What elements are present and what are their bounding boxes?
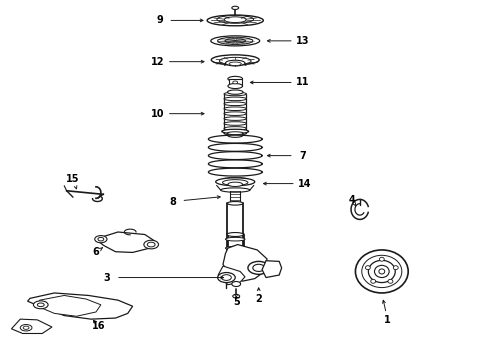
Ellipse shape [248,261,270,274]
Ellipse shape [220,188,250,192]
Ellipse shape [227,260,244,264]
Ellipse shape [232,282,241,287]
Ellipse shape [229,62,242,66]
Ellipse shape [207,15,263,26]
Text: 14: 14 [298,179,311,189]
Ellipse shape [217,15,253,23]
Text: 1: 1 [384,315,391,325]
Ellipse shape [374,265,389,278]
Ellipse shape [222,180,248,185]
Text: 5: 5 [233,297,240,307]
Ellipse shape [379,257,384,261]
Polygon shape [218,266,245,285]
Ellipse shape [233,81,238,84]
Polygon shape [223,244,267,281]
Text: 6: 6 [93,247,99,257]
Ellipse shape [225,60,245,66]
Polygon shape [262,261,282,278]
Ellipse shape [224,132,246,135]
Ellipse shape [37,303,44,307]
Ellipse shape [144,240,159,249]
Text: 11: 11 [296,77,309,87]
Ellipse shape [222,129,248,134]
Ellipse shape [232,6,239,9]
Text: 7: 7 [299,150,306,161]
Ellipse shape [224,127,246,130]
Ellipse shape [225,39,245,43]
Ellipse shape [224,112,246,116]
Ellipse shape [222,178,248,182]
Text: 2: 2 [255,294,262,304]
Ellipse shape [227,90,243,94]
Text: 8: 8 [169,197,176,207]
Ellipse shape [225,237,245,241]
Ellipse shape [224,97,246,101]
Ellipse shape [233,294,240,298]
Ellipse shape [224,117,246,120]
Ellipse shape [147,242,155,247]
Polygon shape [37,296,101,316]
Text: 10: 10 [151,109,165,119]
Ellipse shape [228,182,243,186]
Ellipse shape [218,37,253,44]
Polygon shape [229,79,242,86]
Ellipse shape [225,253,245,257]
Ellipse shape [362,255,402,288]
Ellipse shape [221,275,231,280]
Polygon shape [27,293,133,319]
Ellipse shape [388,279,393,283]
Ellipse shape [227,132,244,135]
Ellipse shape [225,246,245,250]
Ellipse shape [224,92,246,96]
Ellipse shape [393,266,398,270]
Text: 9: 9 [156,15,163,26]
Ellipse shape [368,260,395,283]
Ellipse shape [224,102,246,105]
Ellipse shape [227,133,243,137]
Ellipse shape [227,233,244,237]
Text: 12: 12 [151,57,165,67]
Ellipse shape [224,17,246,23]
Ellipse shape [253,264,265,271]
Text: 13: 13 [296,36,309,46]
Ellipse shape [95,235,107,243]
Ellipse shape [224,122,246,125]
Ellipse shape [33,301,48,309]
Polygon shape [11,319,52,333]
Text: 4: 4 [349,195,356,205]
Ellipse shape [20,324,32,331]
Polygon shape [98,232,155,252]
Ellipse shape [220,57,251,64]
Ellipse shape [23,326,29,329]
Ellipse shape [227,202,243,205]
Ellipse shape [224,107,246,111]
Text: 3: 3 [104,273,111,283]
Ellipse shape [211,36,260,46]
Ellipse shape [228,76,243,81]
Text: 16: 16 [92,321,105,331]
Ellipse shape [366,266,370,270]
Ellipse shape [211,55,259,65]
Ellipse shape [228,84,243,89]
Ellipse shape [98,237,104,241]
Ellipse shape [218,273,235,283]
Text: 15: 15 [66,174,80,184]
Ellipse shape [355,250,408,293]
Ellipse shape [216,178,255,186]
Ellipse shape [371,279,376,283]
Ellipse shape [379,269,385,274]
